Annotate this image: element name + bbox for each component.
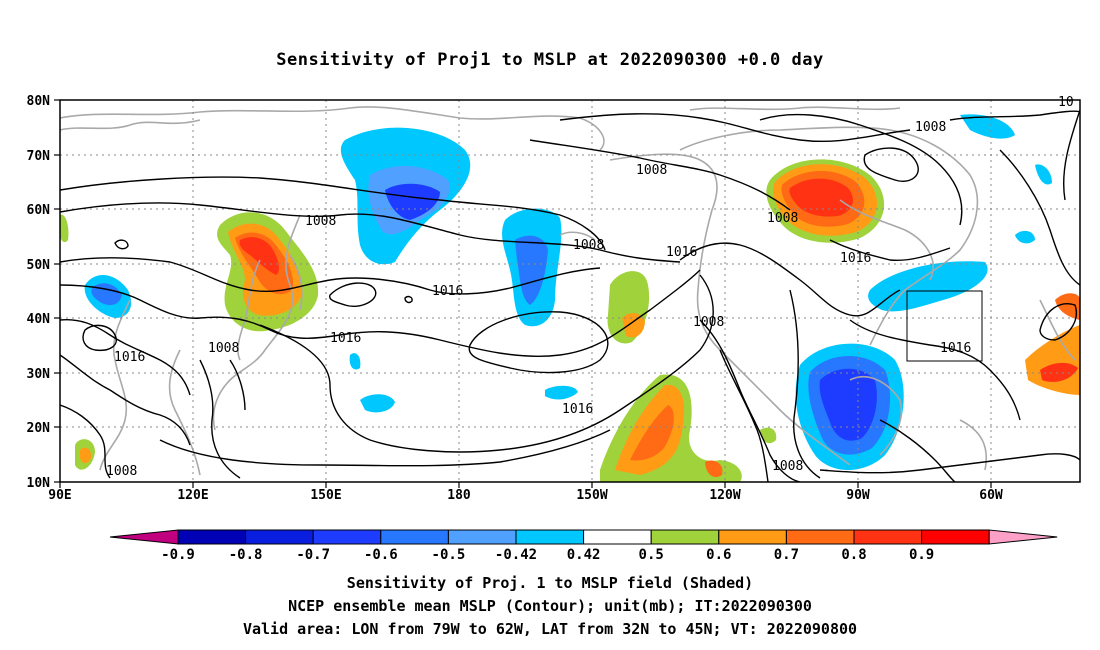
caption-shaded: Sensitivity of Proj. 1 to MSLP field (Sh… (346, 574, 754, 592)
colorbar-tick-label: -0.8 (229, 547, 263, 563)
contour-label: 1008 (693, 315, 724, 330)
shade-positive-east (1025, 325, 1080, 395)
lat-label-30n: 30N (27, 367, 51, 382)
contour-label: 10 (1058, 95, 1074, 110)
lon-label-60w: 60W (979, 488, 1003, 503)
lat-label-10n: 10N (27, 476, 51, 491)
caption-valid-area: Valid area: LON from 79W to 62W, LAT fro… (242, 620, 858, 638)
contour-label: 1008 (915, 120, 946, 135)
lat-label-80n: 80N (27, 94, 51, 109)
colorbar-tick-label: 0.6 (706, 547, 731, 563)
colorbar-swatch (921, 529, 990, 545)
colorbar-min-triangle (109, 529, 179, 545)
lat-label-50n: 50N (27, 258, 51, 273)
shaded-field (60, 114, 1080, 482)
lat-label-60n: 60N (27, 203, 51, 218)
mslp-contours (60, 109, 1080, 482)
contour-labels: 1008 1008 1008 1008 1008 1008 1008 1008 … (106, 95, 1074, 479)
contour-label: 1016 (114, 350, 145, 365)
colorbar-swatch (380, 529, 449, 545)
colorbar-max-triangle (988, 529, 1058, 545)
colorbar-swatch (583, 529, 652, 545)
colorbar-tick-label: -0.5 (432, 547, 466, 563)
lat-label-20n: 20N (27, 421, 51, 436)
page-title: Sensitivity of Proj1 to MSLP at 20220903… (276, 50, 824, 70)
colorbar-tick-label: 0.7 (774, 547, 799, 563)
lat-label-40n: 40N (27, 312, 51, 327)
colorbar-swatch (853, 529, 923, 545)
contour-label: 1016 (432, 284, 463, 299)
caption-contour: NCEP ensemble mean MSLP (Contour); unit(… (288, 597, 812, 615)
contour-label: 1008 (767, 211, 798, 226)
shade-negative-75w (868, 261, 988, 312)
lon-label-90e: 90E (48, 488, 71, 503)
latitude-labels: 80N 70N 60N 50N 40N 30N 20N 10N (27, 94, 51, 491)
contour-label: 1008 (106, 464, 137, 479)
colorbar-tick-label: -0.7 (296, 547, 330, 563)
colorbar-swatch (245, 529, 314, 545)
colorbar-swatch (312, 529, 382, 545)
contour-label: 1016 (330, 331, 361, 346)
contour-label: 1008 (573, 238, 604, 253)
axis-ticks (54, 99, 992, 488)
contour-label: 1008 (772, 459, 803, 474)
colorbar-tick-label: -0.42 (495, 547, 537, 563)
plot-frame (59, 99, 1081, 483)
contour-label: 1016 (666, 245, 697, 260)
colorbar-tick-label: -0.9 (161, 547, 195, 563)
longitude-labels: 90E 120E 150E 180 150W 120W 90W 60W (48, 488, 1003, 503)
colorbar-swatch (718, 529, 787, 545)
colorbar-tick-label: 0.8 (841, 547, 866, 563)
colorbar (109, 529, 1058, 545)
colorbar-swatch (650, 529, 720, 545)
colorbar-labels: -0.9 -0.8 -0.7 -0.6 -0.5 -0.42 0.42 0.5 0.6 0.7 0.… (161, 547, 934, 563)
valid-area-box (906, 290, 983, 362)
lon-label-150w: 150W (576, 488, 607, 503)
contour-label: 1008 (208, 341, 239, 356)
lon-label-180: 180 (447, 488, 471, 503)
contour-label: 1008 (305, 214, 336, 229)
lat-label-70n: 70N (27, 149, 51, 164)
colorbar-swatch (447, 529, 517, 545)
colorbar-swatch (785, 529, 855, 545)
contour-label: 1008 (636, 163, 667, 178)
lon-label-90w: 90W (846, 488, 870, 503)
colorbar-tick-label: 0.9 (909, 547, 934, 563)
lon-label-150e: 150E (310, 488, 341, 503)
contour-label: 1016 (940, 341, 971, 356)
colorbar-swatch (177, 529, 247, 545)
colorbar-tick-label: -0.6 (364, 547, 398, 563)
lon-label-120w: 120W (709, 488, 740, 503)
contour-label: 1016 (840, 251, 871, 266)
colorbar-tick-label: 0.5 (639, 547, 664, 563)
colorbar-swatch (515, 529, 585, 545)
contour-label: 1016 (562, 402, 593, 417)
lon-label-120e: 120E (177, 488, 208, 503)
colorbar-tick-label: 0.42 (567, 547, 601, 563)
